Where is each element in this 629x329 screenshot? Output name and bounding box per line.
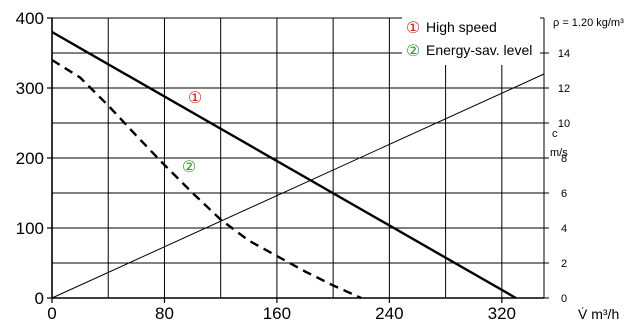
- high-speed-curve-marker: ①: [188, 88, 202, 107]
- energy-saving-curve: [51, 58, 362, 300]
- density-note: ρ = 1.20 kg/m³: [553, 17, 624, 29]
- energy-saving-curve-marker: ②: [182, 157, 196, 176]
- grid: [52, 17, 544, 298]
- c-axis-unit: m/s: [550, 147, 568, 159]
- legend-label-energy-saving: Energy-sav. level: [426, 42, 532, 58]
- x-axis-unit: V̇ m³/h: [578, 306, 619, 322]
- c-tick-label: 8: [561, 153, 567, 165]
- c-tick-label: 14: [558, 48, 570, 60]
- x-tick-label: 320: [488, 304, 516, 323]
- legend-background: [402, 17, 540, 65]
- y-tick-label: 300: [16, 79, 44, 98]
- high-speed-curve: [51, 30, 517, 300]
- x-tick-label: 0: [47, 304, 56, 323]
- c-tick-label: 0: [561, 293, 567, 305]
- y-tick-label: 200: [16, 149, 44, 168]
- c-tick-label: 4: [561, 223, 567, 235]
- axes: [47, 17, 549, 303]
- c-tick-label: 6: [561, 188, 567, 200]
- annotations: ρ = 1.20 kg/m³ ① ② ① High speed ② Energy-sav. …: [182, 17, 624, 176]
- c-tick-label: 2: [561, 258, 567, 270]
- x-tick-label: 160: [263, 304, 291, 323]
- y-tick-label: 400: [16, 9, 44, 28]
- legend-marker-high-speed: ①: [406, 18, 420, 37]
- legend-marker-energy-saving: ②: [406, 41, 420, 60]
- series-lines: [51, 30, 545, 300]
- tick-labels: 0 100 200 300 400 0 80 160 240 320 0 2 4 6 8 10 12 14 c m/s…: [16, 9, 620, 323]
- velocity-line: [51, 73, 545, 299]
- legend-label-high-speed: High speed: [426, 19, 497, 35]
- c-tick-label: 12: [558, 83, 570, 95]
- c-axis-label: c: [552, 128, 558, 140]
- x-tick-label: 240: [375, 304, 403, 323]
- y-tick-label: 100: [16, 219, 44, 238]
- c-tick-label: 10: [558, 118, 570, 130]
- y-tick-label: 0: [35, 289, 44, 308]
- x-tick-label: 80: [155, 304, 174, 323]
- legend: ① High speed ② Energy-sav. level: [402, 17, 540, 65]
